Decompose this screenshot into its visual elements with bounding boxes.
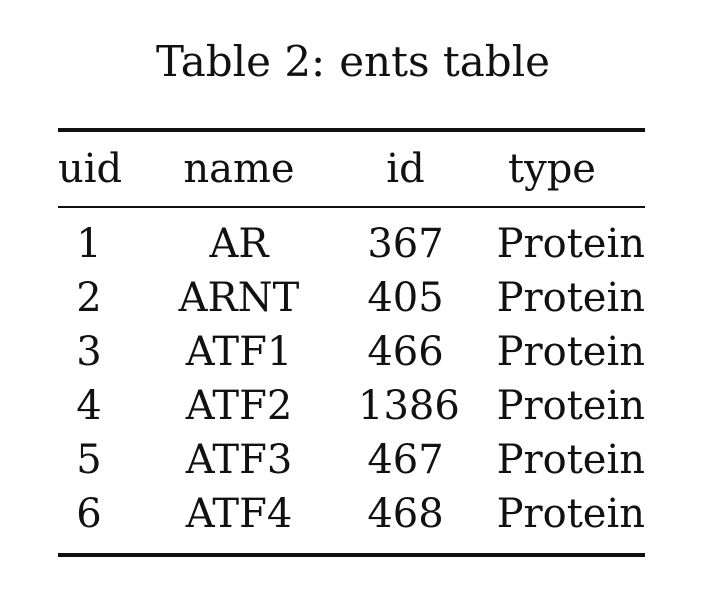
cell-id: 405: [367, 275, 444, 321]
column-header-uid: uid: [58, 146, 123, 192]
cell-name: AR: [209, 221, 269, 267]
table-caption: Table 2: ents table: [0, 36, 706, 88]
cell-id: 467: [367, 437, 444, 483]
cell-name: ATF3: [185, 437, 293, 483]
table-row: 1 AR 367 Protein: [58, 207, 645, 271]
cell-id: 466: [367, 329, 444, 375]
table-row: 3 ATF1 466 Protein: [58, 325, 645, 379]
cell-type: Protein: [496, 329, 645, 375]
cell-uid: 6: [76, 491, 102, 537]
cell-name: ATF2: [185, 383, 293, 429]
column-header-name: name: [183, 146, 295, 192]
table-row: 6 ATF4 468 Protein: [58, 487, 645, 555]
column-header-type: type: [508, 146, 596, 192]
cell-name: ATF4: [185, 491, 293, 537]
table-row: 5 ATF3 467 Protein: [58, 433, 645, 487]
cell-uid: 4: [76, 383, 102, 429]
column-header-id: id: [386, 146, 425, 192]
cell-id: 468: [367, 491, 444, 537]
cell-uid: 1: [76, 221, 102, 267]
table-header: uid name id type: [58, 130, 645, 207]
table-row: 2 ARNT 405 Protein: [58, 271, 645, 325]
cell-type: Protein: [496, 383, 645, 429]
cell-id: 367: [367, 221, 444, 267]
table-body: 1 AR 367 Protein 2 ARNT 405 Protein 3 AT…: [58, 207, 645, 555]
ents-table: uid name id type 1 AR 367 Protein 2 ARNT…: [58, 128, 645, 557]
cell-name: ARNT: [178, 275, 300, 321]
cell-type: Protein: [496, 491, 645, 537]
cell-type: Protein: [496, 275, 645, 321]
cell-name: ATF1: [185, 329, 293, 375]
cell-type: Protein: [496, 221, 645, 267]
table-container: uid name id type 1 AR 367 Protein 2 ARNT…: [58, 128, 645, 557]
table-row: 4 ATF2 1386 Protein: [58, 379, 645, 433]
cell-uid: 2: [76, 275, 102, 321]
header-row: uid name id type: [58, 130, 645, 207]
cell-type: Protein: [496, 437, 645, 483]
caption-label: Table 2:: [156, 37, 326, 86]
cell-uid: 5: [76, 437, 102, 483]
cell-uid: 3: [76, 329, 102, 375]
caption-text: ents table: [339, 37, 550, 86]
cell-id: 1386: [358, 383, 460, 429]
